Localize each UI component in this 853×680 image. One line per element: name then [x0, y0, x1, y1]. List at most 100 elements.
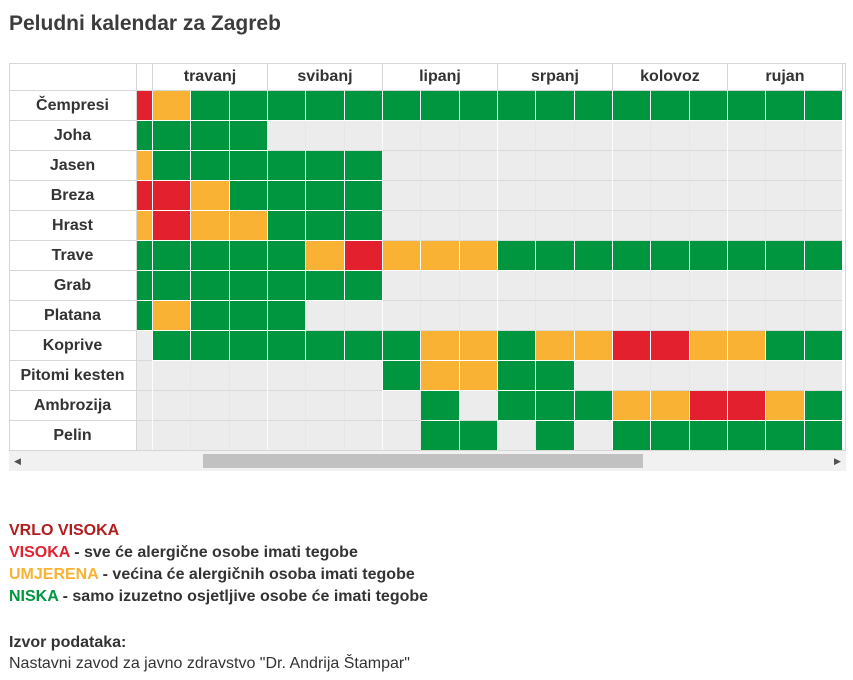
pollen-cell — [727, 421, 767, 451]
scroll-left-arrow-icon[interactable]: ◀ — [14, 455, 21, 466]
pollen-cell — [497, 421, 537, 451]
horizontal-scrollbar[interactable]: ◀ ▶ — [9, 451, 846, 471]
pollen-cell — [574, 121, 613, 151]
pollen-cell — [459, 361, 498, 391]
pollen-cell — [306, 241, 345, 271]
pollen-cell — [689, 361, 728, 391]
pollen-cell — [536, 211, 575, 241]
pollen-cell — [612, 211, 652, 241]
pollen-cell — [191, 301, 230, 331]
pollen-cell — [536, 331, 575, 361]
table-corner-lead — [137, 63, 153, 91]
pollen-calendar-table: travanj svibanj lipanj srpanj kolovoz rujan Če… — [9, 63, 846, 451]
month-header-rujan: rujan — [727, 63, 843, 91]
pollen-cell — [536, 241, 575, 271]
pollen-cell — [689, 241, 728, 271]
pollen-cell — [689, 271, 728, 301]
plant-label: Joha — [9, 121, 137, 151]
month-header-travanj: travanj — [153, 63, 268, 91]
pollen-cell — [574, 91, 613, 121]
pollen-cell — [306, 331, 345, 361]
pollen-cell — [267, 391, 307, 421]
pollen-cell — [536, 361, 575, 391]
pollen-cell — [137, 361, 153, 391]
pollen-cell — [267, 121, 307, 151]
pollen-cell — [804, 331, 843, 361]
source-text: Nastavni zavod za javno zdravstvo "Dr. A… — [9, 655, 410, 672]
pollen-cell — [536, 91, 575, 121]
pollen-cell — [727, 391, 767, 421]
scroll-right-arrow-icon[interactable]: ▶ — [834, 455, 841, 466]
pollen-cell — [766, 91, 805, 121]
pollen-cell — [421, 361, 460, 391]
pollen-cell — [191, 271, 230, 301]
pollen-cell — [229, 181, 268, 211]
pollen-cell — [574, 361, 613, 391]
pollen-cell — [536, 421, 575, 451]
pollen-cell — [306, 91, 345, 121]
pollen-cell — [727, 241, 767, 271]
pollen-cell — [651, 331, 690, 361]
month-separator — [726, 91, 728, 451]
pollen-cell — [191, 361, 230, 391]
month-header-svibanj: svibanj — [267, 63, 383, 91]
plant-label: Pitomi kesten — [9, 361, 137, 391]
pollen-cell — [497, 271, 537, 301]
scrollbar-thumb[interactable] — [203, 454, 643, 468]
pollen-cell — [306, 301, 345, 331]
pollen-cell — [766, 301, 805, 331]
pollen-cell — [804, 391, 843, 421]
pollen-cell — [804, 361, 843, 391]
pollen-cell — [727, 151, 767, 181]
pollen-cell — [191, 151, 230, 181]
pollen-cell — [306, 211, 345, 241]
pollen-cell — [459, 331, 498, 361]
pollen-cell — [229, 421, 268, 451]
pollen-cell — [229, 361, 268, 391]
pollen-cell — [804, 421, 843, 451]
legend-medium-desc: - većina će alergičnih osoba imati tegob… — [98, 566, 415, 583]
pollen-cell — [421, 391, 460, 421]
pollen-cell — [612, 331, 652, 361]
pollen-cell — [382, 391, 422, 421]
pollen-cell — [137, 181, 153, 211]
pollen-cell — [459, 391, 498, 421]
pollen-cell — [574, 271, 613, 301]
pollen-cell — [382, 421, 422, 451]
pollen-cell — [153, 121, 192, 151]
table-corner — [9, 63, 137, 91]
pollen-cell — [689, 91, 728, 121]
pollen-cell — [651, 181, 690, 211]
pollen-cell — [612, 421, 652, 451]
pollen-cell — [727, 271, 767, 301]
pollen-cell — [153, 301, 192, 331]
pollen-cell — [766, 331, 805, 361]
pollen-cell — [497, 151, 537, 181]
pollen-cell — [421, 301, 460, 331]
pollen-cell — [536, 301, 575, 331]
pollen-cell — [137, 391, 153, 421]
pollen-cell — [229, 151, 268, 181]
pollen-cell — [612, 181, 652, 211]
pollen-cell — [574, 211, 613, 241]
legend: VRLO VISOKA VISOKA - sve će alergične os… — [9, 520, 428, 608]
month-separator — [266, 91, 268, 451]
pollen-cell — [766, 211, 805, 241]
pollen-cell — [382, 121, 422, 151]
pollen-cell — [421, 181, 460, 211]
pollen-cell — [651, 391, 690, 421]
pollen-cell — [344, 421, 383, 451]
pollen-cell — [689, 331, 728, 361]
pollen-cell — [727, 331, 767, 361]
pollen-cell — [651, 91, 690, 121]
pollen-cell — [229, 271, 268, 301]
pollen-cell — [574, 241, 613, 271]
pollen-cell — [229, 391, 268, 421]
legend-very-high: VRLO VISOKA — [9, 520, 428, 542]
pollen-cell — [497, 91, 537, 121]
pollen-cell — [382, 211, 422, 241]
pollen-cell — [689, 421, 728, 451]
source-title: Izvor podataka: — [9, 634, 127, 651]
pollen-cell — [727, 361, 767, 391]
pollen-cell — [651, 361, 690, 391]
